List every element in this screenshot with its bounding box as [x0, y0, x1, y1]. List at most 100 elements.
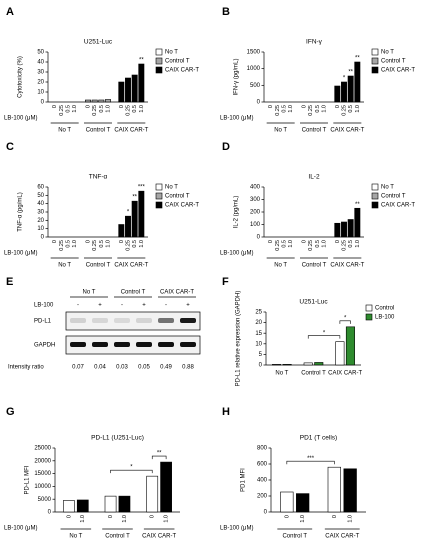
blot-band: [180, 342, 196, 347]
bar: [131, 74, 138, 103]
y-tick-label: 200: [257, 494, 268, 500]
legend-swatch: [371, 201, 379, 209]
treatment-label: LB-100: [34, 303, 54, 309]
x-axis-label: LB-100 (μM): [4, 526, 37, 532]
bar: [314, 362, 324, 366]
chart-title: IL-2: [308, 174, 320, 181]
group-label: No T: [274, 128, 287, 134]
x-tick-label: 1.0: [72, 105, 78, 113]
x-tick-label: 0.5: [315, 240, 321, 248]
y-tick-label: 600: [257, 462, 268, 468]
ratio-value: 0.07: [72, 365, 84, 371]
x-tick-label: 0.5: [315, 105, 321, 113]
significance-bracket: [110, 469, 153, 474]
group-label: No T: [275, 371, 288, 377]
treatment-sign: -: [165, 303, 167, 309]
bar: [296, 493, 310, 513]
bar: [146, 475, 159, 513]
x-tick-label: 0.25: [92, 240, 98, 251]
x-tick-label: 0.25: [341, 240, 347, 251]
x-tick-label: 0: [119, 105, 125, 108]
bar: [118, 224, 125, 238]
panel-letter: F: [222, 276, 229, 288]
panel-letter: B: [222, 6, 230, 18]
group-label: Control T: [105, 534, 130, 540]
group-label: CAIX CAR-T: [330, 128, 364, 134]
x-tick-label: 1.0: [139, 240, 145, 248]
group-label: No T: [58, 128, 71, 134]
x-tick-label: 1.0: [288, 105, 294, 113]
y-tick-label: 1000: [247, 66, 261, 72]
y-tick-label: 0: [48, 510, 52, 516]
y-tick-label: 50: [37, 193, 44, 199]
legend-label: Control T: [381, 194, 406, 200]
significance-label: ***: [138, 185, 146, 191]
blot-band: [70, 342, 86, 347]
panel-letter: A: [6, 6, 14, 18]
y-tick-label: 25000: [34, 446, 51, 452]
y-axis-label: PD-L1 relative expression (GAPDH): [236, 291, 242, 387]
bar: [334, 222, 341, 238]
y-tick-label: 0: [257, 100, 261, 106]
treatment-sign: +: [142, 303, 146, 309]
x-tick-label: 0.5: [99, 240, 105, 248]
x-tick-label: 0: [332, 515, 338, 518]
bar: [104, 495, 117, 513]
y-tick-label: 10: [37, 90, 44, 96]
group-label: CAIX CAR-T: [328, 371, 362, 377]
significance-label: ***: [307, 456, 315, 462]
chart-title: IFN-γ: [306, 39, 323, 46]
bar: [118, 81, 125, 103]
legend-label: LB-100: [375, 315, 395, 321]
x-tick-label: 0.5: [281, 105, 287, 113]
x-tick-label: 0.25: [125, 105, 131, 116]
legend-swatch: [155, 57, 163, 65]
y-axis-label: IL-2 (pg/mL): [234, 196, 240, 229]
significance-label: **: [355, 56, 360, 62]
x-tick-label: 0: [301, 240, 307, 243]
group-label: CAIX CAR-T: [114, 263, 148, 269]
x-tick-label: 1.0: [288, 240, 294, 248]
significance-bracket: [339, 320, 351, 324]
y-tick-label: 5000: [38, 497, 52, 503]
group-label: CAIX CAR-T: [160, 290, 194, 296]
x-tick-label: 0: [85, 105, 91, 108]
ratio-value: 0.03: [116, 365, 128, 371]
significance-bracket: [307, 335, 341, 339]
y-tick-label: 10: [255, 341, 262, 347]
chart-title: PD1 (T cells): [300, 435, 337, 442]
bar: [125, 77, 131, 103]
y-tick-label: 100: [250, 222, 261, 228]
significance-label: *: [343, 76, 346, 82]
significance-label: **: [139, 58, 144, 64]
blot-band: [136, 318, 152, 323]
x-tick-label: 0.25: [341, 105, 347, 116]
x-axis-label: LB-100 (μM): [220, 116, 253, 122]
bar: [272, 364, 282, 366]
x-tick-label: 1.0: [164, 515, 170, 523]
panel-letter: E: [6, 276, 13, 288]
y-axis-label: PD-L1 MFI: [25, 465, 31, 494]
significance-label: *: [130, 465, 133, 471]
y-tick-label: 500: [250, 83, 261, 89]
y-tick-label: 0: [259, 363, 263, 369]
bar: [303, 362, 313, 366]
x-tick-label: 0.5: [65, 105, 71, 113]
y-tick-label: 15: [255, 331, 262, 337]
y-tick-label: 0: [257, 235, 261, 241]
x-tick-label: 1.0: [300, 515, 306, 523]
x-tick-label: 0.25: [59, 240, 65, 251]
x-tick-label: 1.0: [105, 105, 111, 113]
blot-frame: [65, 335, 201, 355]
panel-letter: G: [6, 406, 15, 418]
legend-swatch: [155, 183, 163, 191]
x-tick-label: 0.25: [308, 105, 314, 116]
x-tick-label: 1.0: [122, 515, 128, 523]
x-tick-label: 0: [335, 105, 341, 108]
legend-label: No T: [165, 50, 178, 56]
significance-label: **: [348, 70, 353, 76]
blot-row-label: PD-L1: [34, 319, 52, 325]
bar: [131, 200, 138, 238]
x-tick-label: 1.0: [72, 240, 78, 248]
blot-frame: [65, 311, 201, 331]
